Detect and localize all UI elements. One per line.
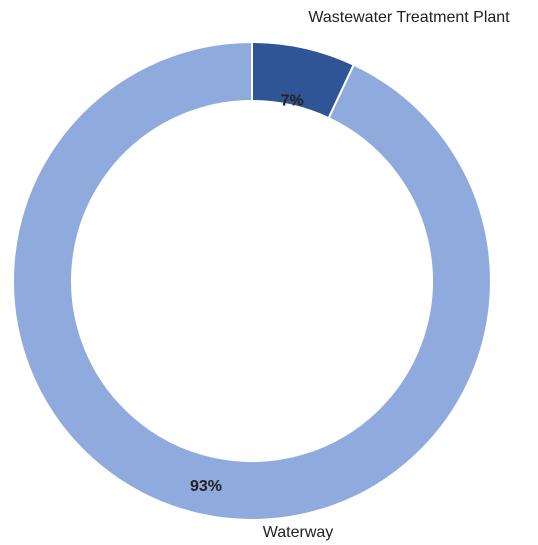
category-label: Wastewater Treatment Plant <box>308 9 510 26</box>
value-label: 7% <box>281 93 304 110</box>
value-label: 93% <box>190 478 222 495</box>
category-label: Waterway <box>263 524 334 541</box>
donut-slice <box>12 40 492 521</box>
